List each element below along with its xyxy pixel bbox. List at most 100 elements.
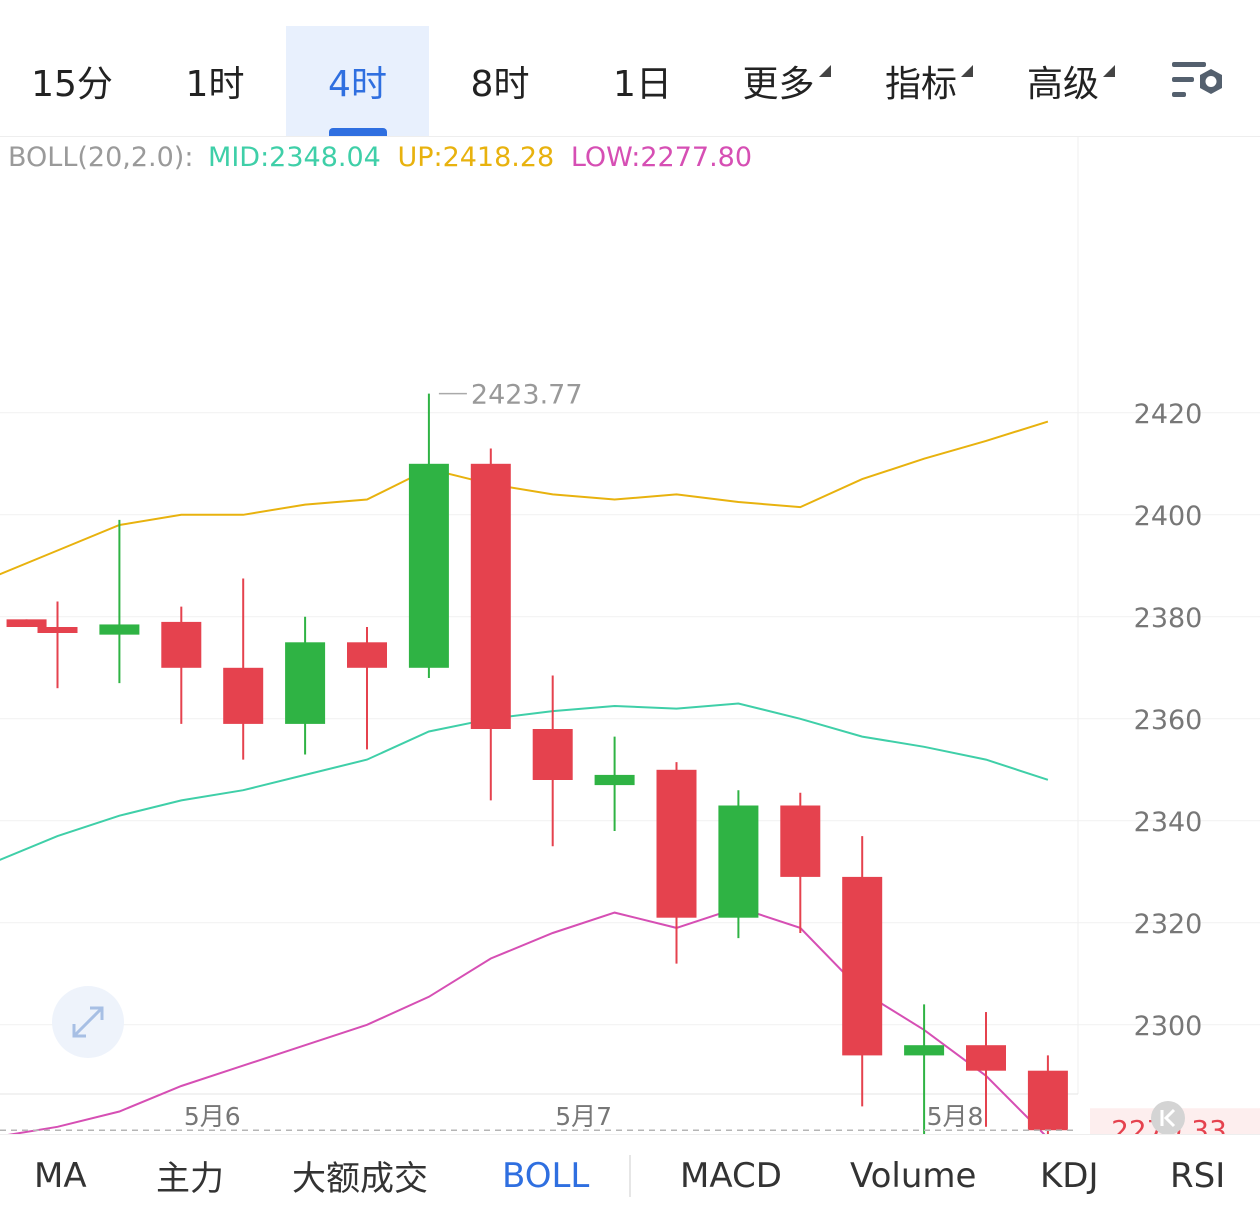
tab-label: 1日 bbox=[613, 64, 672, 105]
expand-chart-button[interactable] bbox=[52, 986, 124, 1058]
expand-icon bbox=[72, 1006, 104, 1038]
dropdown-triangle-icon bbox=[961, 65, 973, 77]
candle-down bbox=[1027, 1055, 1068, 1134]
candle-body bbox=[656, 769, 697, 918]
indicator-tab-label: RSI bbox=[1170, 1155, 1226, 1196]
x-tick-label: 5月8 bbox=[927, 1102, 984, 1131]
y-tick-label: 2340 bbox=[1134, 807, 1203, 838]
indicator-bar: MA 主力 大额成交 BOLL MACD Volume KDJ RSI bbox=[0, 1134, 1260, 1216]
candle-body bbox=[718, 805, 759, 918]
candle-body bbox=[99, 624, 140, 635]
candle-body bbox=[1027, 1070, 1068, 1131]
tab-label: 更多 bbox=[742, 64, 815, 105]
candle-down bbox=[470, 448, 511, 801]
tab-label: 4时 bbox=[328, 64, 387, 105]
indicator-tab-label: 主力 bbox=[156, 1159, 224, 1199]
candle-body bbox=[594, 774, 635, 786]
scroll-to-latest-button[interactable] bbox=[1151, 1101, 1185, 1134]
dropdown-triangle-icon bbox=[1103, 65, 1115, 77]
active-tab-indicator bbox=[328, 128, 387, 136]
tab-more[interactable]: 更多 bbox=[714, 26, 857, 136]
x-axis-labels: 5月6 5月7 5月8 bbox=[184, 1102, 984, 1131]
candle-body bbox=[532, 729, 573, 780]
boll-low-line bbox=[7, 906, 1046, 1134]
y-tick-label: 2320 bbox=[1134, 909, 1203, 940]
indicator-tab-label: BOLL bbox=[502, 1155, 590, 1196]
indicator-tab-label: 大额成交 bbox=[292, 1159, 428, 1199]
tab-label-wrap: 更多 bbox=[742, 55, 831, 107]
y-tick-label: 2380 bbox=[1134, 603, 1203, 634]
indicator-tab-large-trades[interactable]: 大额成交 bbox=[292, 1135, 428, 1216]
candle-down bbox=[6, 619, 47, 627]
boll-lines bbox=[0, 420, 1049, 1134]
indicator-tab-label: MA bbox=[34, 1155, 87, 1196]
indicator-tab-label: KDJ bbox=[1040, 1155, 1099, 1196]
tab-label: 15分 bbox=[31, 64, 113, 105]
candlestick-chart[interactable]: 2420 2400 2380 2360 2340 2320 2300 5月6 5月7 5月8 2… bbox=[0, 136, 1260, 1134]
indicator-tab-boll[interactable]: BOLL bbox=[502, 1135, 589, 1216]
tab-15min[interactable]: 15分 bbox=[0, 26, 144, 136]
candle-down bbox=[532, 675, 573, 847]
candle-up bbox=[408, 393, 449, 678]
candle-body bbox=[966, 1045, 1006, 1071]
candle-up bbox=[285, 616, 326, 755]
candle-up bbox=[904, 1004, 945, 1134]
candle-body bbox=[842, 876, 883, 1056]
candle-body bbox=[6, 619, 47, 627]
timeframe-bar: 15分 1时 4时 8时 1日 更多 指标 高级 bbox=[0, 0, 1260, 137]
tab-4hour[interactable]: 4时 bbox=[286, 26, 429, 136]
candle-down bbox=[966, 1012, 1006, 1127]
candle-body bbox=[347, 642, 387, 668]
candle-body bbox=[904, 1045, 945, 1056]
indicator-tab-rsi[interactable]: RSI bbox=[1170, 1135, 1225, 1216]
dropdown-triangle-icon bbox=[818, 65, 831, 77]
candles bbox=[6, 393, 1068, 1134]
boll-legend-up: UP:2418.28 bbox=[397, 142, 554, 173]
tab-label: 8时 bbox=[470, 64, 530, 105]
candle-down bbox=[37, 601, 78, 689]
tab-label: 指标 bbox=[884, 64, 957, 105]
indicator-divider bbox=[629, 1155, 631, 1197]
candle-down bbox=[347, 627, 387, 750]
tab-1hour[interactable]: 1时 bbox=[144, 26, 286, 136]
tab-label: 高级 bbox=[1026, 64, 1099, 105]
candle-up bbox=[99, 519, 140, 684]
candle-down bbox=[842, 836, 883, 1107]
price-annotations: 2423.772266.512279.33 bbox=[0, 380, 1260, 1134]
indicator-tab-label: MACD bbox=[680, 1155, 782, 1196]
grid-lines bbox=[0, 412, 1260, 1026]
max-price-label: 2423.77 bbox=[471, 380, 583, 411]
tab-advanced[interactable]: 高级 bbox=[999, 26, 1141, 136]
candle-down bbox=[656, 762, 697, 964]
boll-legend-name: BOLL(20,2.0): bbox=[8, 142, 193, 173]
tab-indicators[interactable]: 指标 bbox=[857, 26, 999, 136]
indicator-tab-volume[interactable]: Volume bbox=[850, 1135, 976, 1216]
candle-body bbox=[780, 805, 821, 877]
x-tick-label: 5月7 bbox=[555, 1102, 612, 1131]
tab-label-wrap: 指标 bbox=[884, 55, 973, 107]
tab-label-wrap: 高级 bbox=[1026, 55, 1115, 107]
candle-up bbox=[718, 790, 759, 939]
boll-mid-line bbox=[0, 702, 1049, 861]
tab-label: 1时 bbox=[185, 64, 245, 105]
indicator-tab-kdj[interactable]: KDJ bbox=[1040, 1135, 1099, 1216]
candle-down bbox=[223, 578, 264, 760]
y-tick-label: 2300 bbox=[1134, 1011, 1203, 1042]
boll-up-line bbox=[0, 420, 1049, 576]
candle-down bbox=[161, 606, 202, 724]
tab-1day[interactable]: 1日 bbox=[571, 26, 714, 136]
y-tick-label: 2400 bbox=[1134, 501, 1203, 532]
candle-body bbox=[161, 621, 202, 668]
tab-8hour[interactable]: 8时 bbox=[429, 26, 571, 136]
indicator-tab-ma[interactable]: MA bbox=[34, 1135, 87, 1216]
x-tick-label: 5月6 bbox=[184, 1102, 241, 1131]
candle-body bbox=[285, 642, 326, 724]
boll-legend-mid: MID:2348.04 bbox=[208, 142, 381, 173]
indicator-tab-main-force[interactable]: 主力 bbox=[156, 1135, 224, 1216]
candle-up bbox=[594, 736, 635, 831]
chart-settings-icon[interactable] bbox=[1168, 56, 1230, 106]
candle-body bbox=[37, 627, 78, 633]
candle-down bbox=[780, 792, 821, 933]
indicator-tab-macd[interactable]: MACD bbox=[680, 1135, 782, 1216]
y-tick-label: 2420 bbox=[1134, 399, 1203, 430]
